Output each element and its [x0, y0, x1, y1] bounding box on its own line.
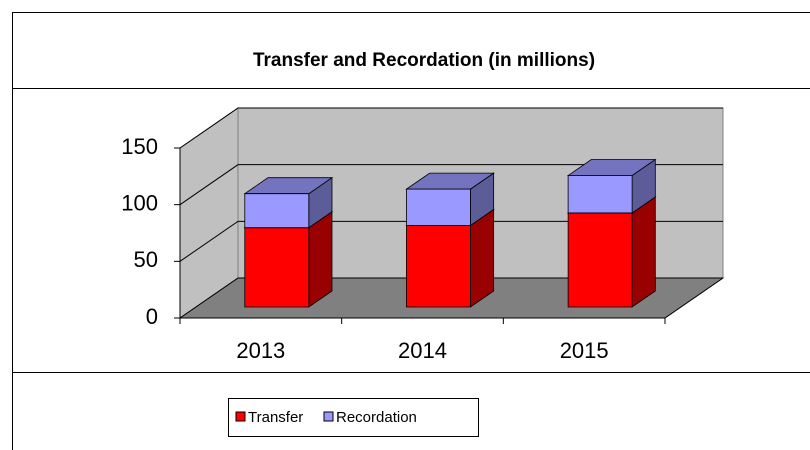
legend-frame [228, 398, 479, 437]
y-tick-label: 0 [146, 304, 158, 329]
legend-swatch [235, 411, 246, 422]
legend: Transfer Recordation [228, 398, 479, 437]
grid-line [179, 220, 723, 262]
x-tick-label: 2014 [398, 338, 447, 363]
grid-line [179, 277, 723, 319]
y-tick-label: 50 [134, 247, 158, 272]
legend-swatch [323, 411, 334, 422]
bar-side [470, 208, 495, 308]
x-tick-label: 2013 [236, 338, 285, 363]
bar-front [406, 188, 471, 226]
y-tick-label: 100 [121, 190, 158, 215]
grid-line [179, 164, 723, 206]
x-axis-depth [664, 277, 724, 319]
bar [405, 172, 495, 227]
bar [243, 176, 334, 229]
x-tick-label: 2015 [560, 338, 609, 363]
y-tick-label: 150 [121, 134, 158, 159]
bar [566, 158, 657, 214]
bar-front [567, 212, 633, 308]
grid-line [179, 107, 723, 149]
bar-side [631, 196, 656, 308]
bar-front [244, 193, 310, 229]
legend-label: Transfer [248, 409, 303, 426]
chart-title: Transfer and Recordation (in millions) [253, 50, 595, 71]
bar-side [308, 210, 333, 308]
bar [566, 196, 657, 308]
bar-front [406, 224, 471, 308]
bar-front [244, 227, 310, 308]
bar-front [567, 175, 633, 214]
legend-label: Recordation [336, 409, 417, 426]
